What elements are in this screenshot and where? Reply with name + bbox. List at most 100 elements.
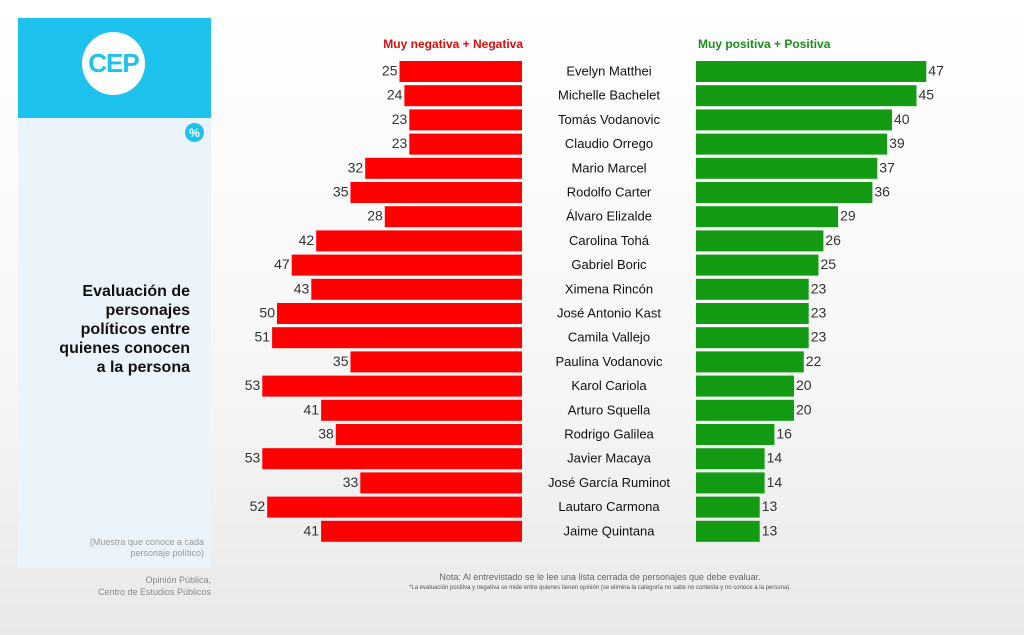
positive-value-label: 26 [825, 232, 841, 248]
positive-bar [696, 351, 804, 373]
negative-value-label: 51 [255, 329, 271, 345]
left-panel: CEP % [18, 18, 211, 568]
negative-bar [311, 278, 522, 300]
source-line: Opinión Pública, [145, 575, 211, 585]
category-label: Ximena Rincón [565, 281, 653, 296]
negative-bar [316, 230, 522, 252]
positive-value-label: 37 [879, 159, 895, 175]
negative-value-label: 50 [259, 305, 275, 321]
positive-bar [696, 303, 809, 324]
negative-bar [404, 85, 522, 107]
sample-note-line: personaje político) [130, 548, 204, 558]
percent-icon: % [185, 123, 204, 142]
positive-bar [696, 424, 775, 445]
positive-bar [696, 206, 839, 228]
title-line: políticos entre [80, 321, 190, 338]
title-line: quienes conocen [59, 340, 190, 357]
negative-value-label: 32 [348, 159, 364, 175]
category-label: Claudio Orrego [565, 136, 653, 151]
source-text: Opinión Pública, Centro de Estudios Públ… [40, 574, 211, 598]
positive-value-label: 36 [874, 184, 890, 200]
negative-bar [409, 109, 522, 131]
negative-bar [350, 182, 522, 203]
positive-bar [696, 448, 765, 470]
category-label: José García Ruminot [548, 475, 670, 490]
negative-value-label: 24 [387, 87, 403, 103]
category-label: Rodrigo Galilea [564, 427, 654, 442]
positive-bar [696, 230, 824, 252]
panel-header: CEP [18, 18, 211, 118]
negative-value-label: 33 [343, 474, 359, 490]
negative-value-label: 25 [382, 63, 398, 79]
negative-bar [277, 303, 522, 324]
positive-value-label: 20 [796, 377, 812, 393]
positive-value-label: 20 [796, 401, 812, 417]
positive-bar [696, 109, 892, 131]
positive-bar [696, 496, 760, 518]
positive-value-label: 40 [894, 111, 910, 127]
category-label: Javier Macaya [567, 451, 652, 466]
category-label: Arturo Squella [568, 402, 651, 417]
negative-value-label: 41 [304, 522, 320, 538]
negative-bar [365, 157, 522, 179]
category-label: Camila Vallejo [568, 330, 650, 345]
positive-bar [696, 133, 888, 155]
positive-bar [696, 61, 927, 82]
positive-value-label: 39 [889, 135, 905, 151]
sample-note: (Muestra que conoce a cada personaje pol… [40, 537, 204, 559]
category-label: Mario Marcel [571, 160, 646, 175]
positive-bar [696, 520, 760, 542]
negative-value-label: 23 [392, 111, 408, 127]
category-label: Carolina Tohá [569, 233, 650, 248]
negative-value-label: 52 [250, 498, 266, 514]
negative-bar [399, 61, 522, 82]
positive-value-label: 29 [840, 208, 856, 224]
cep-logo: CEP [82, 32, 145, 95]
negative-value-label: 42 [299, 232, 315, 248]
title-line: a la persona [96, 359, 190, 376]
negative-value-label: 41 [304, 401, 320, 417]
footer-subnote: *La evaluación positiva y negativa se mi… [409, 585, 791, 591]
chart-title: Evaluación de personajes políticos entre… [10, 282, 190, 377]
positive-bar [696, 399, 794, 421]
negative-value-label: 35 [333, 353, 349, 369]
sample-note-line: (Muestra que conoce a cada [89, 537, 204, 547]
category-label: Michelle Bachelet [558, 88, 660, 103]
negative-bar [291, 254, 522, 276]
positive-bar [696, 327, 809, 349]
positive-bar [696, 85, 917, 107]
positive-value-label: 22 [806, 353, 822, 369]
positive-value-label: 13 [762, 522, 778, 538]
positive-value-label: 45 [919, 87, 935, 103]
positive-bar [696, 182, 873, 203]
negative-bar [262, 448, 522, 470]
negative-bar [409, 133, 522, 155]
negative-bar [335, 424, 522, 445]
negative-bar [350, 351, 522, 373]
negative-bar [360, 472, 522, 494]
negative-bar [262, 375, 522, 397]
positive-value-label: 14 [767, 450, 783, 466]
category-label: Rodolfo Carter [567, 185, 652, 200]
negative-bar [321, 520, 522, 542]
legend-positive: Muy positiva + Positiva [698, 37, 831, 51]
category-label: Álvaro Elizalde [566, 209, 652, 224]
negative-value-label: 23 [392, 135, 408, 151]
category-label: Jaime Quintana [563, 523, 655, 538]
negative-value-label: 53 [245, 377, 261, 393]
negative-value-label: 43 [294, 280, 310, 296]
negative-value-label: 38 [318, 426, 334, 442]
positive-value-label: 14 [767, 474, 783, 490]
category-label: Karol Cariola [571, 378, 647, 393]
positive-value-label: 16 [776, 426, 792, 442]
legend-negative: Muy negativa + Negativa [383, 37, 523, 51]
positive-value-label: 23 [811, 280, 827, 296]
category-label: Gabriel Boric [571, 257, 647, 272]
category-label: Lautaro Carmona [558, 499, 660, 514]
positive-bar [696, 375, 794, 397]
negative-value-label: 28 [367, 208, 383, 224]
positive-value-label: 13 [762, 498, 778, 514]
negative-value-label: 47 [274, 256, 290, 272]
negative-bar [267, 496, 522, 518]
